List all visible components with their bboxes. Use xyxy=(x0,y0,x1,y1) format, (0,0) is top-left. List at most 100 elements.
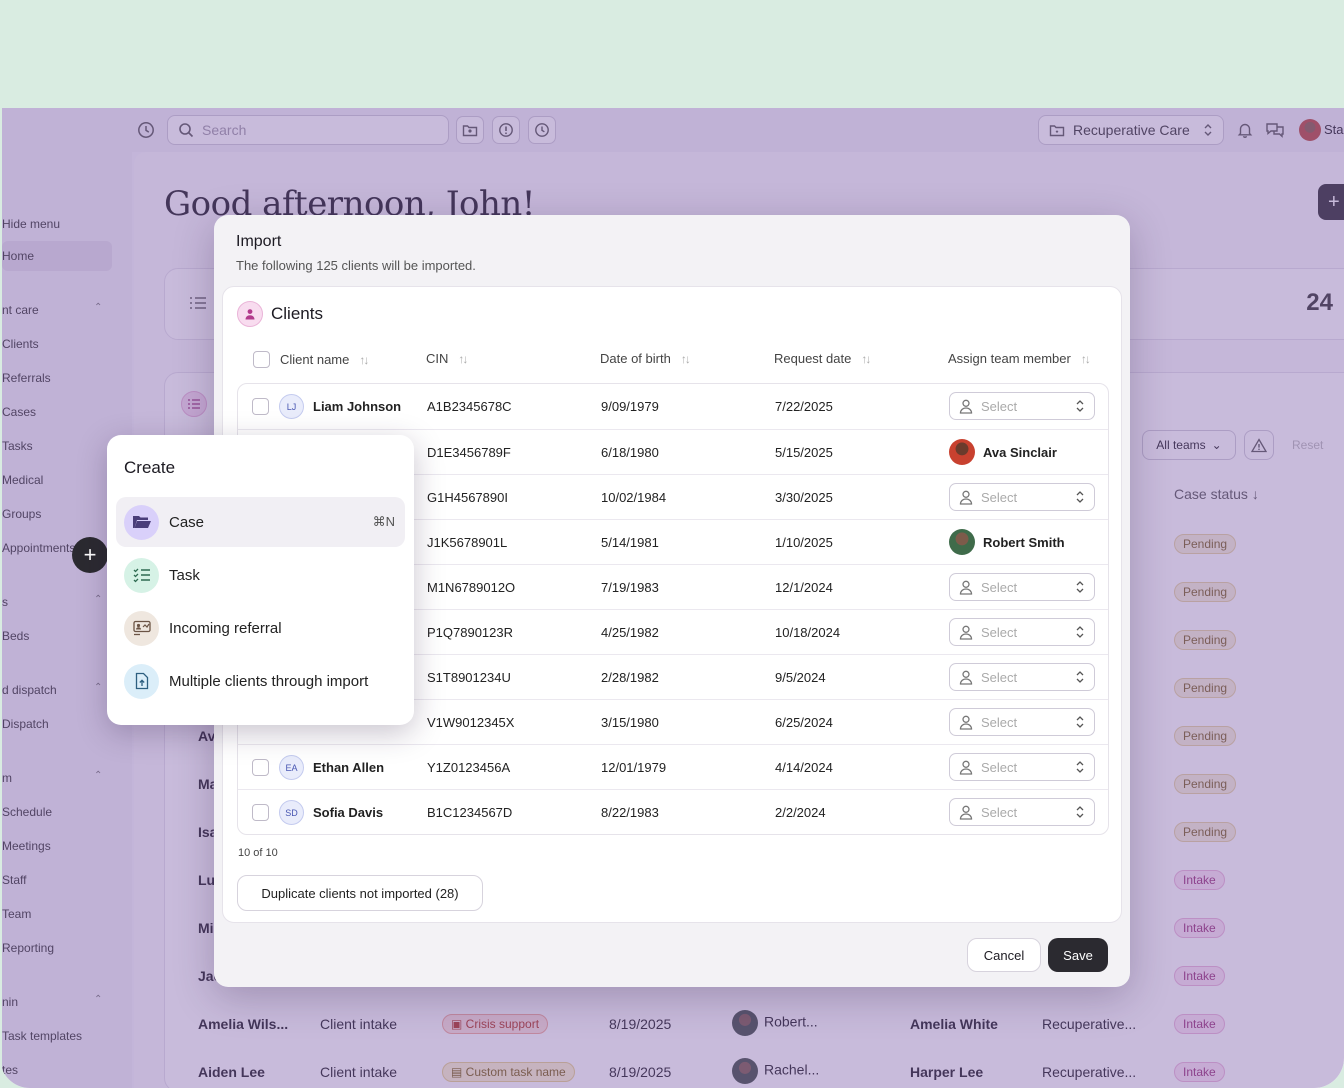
chat-icon[interactable] xyxy=(1263,118,1287,142)
case-status-header[interactable]: Case status ↓ xyxy=(1174,486,1259,502)
create-item-label: Incoming referral xyxy=(169,619,282,637)
hide-menu-link[interactable]: Hide menu xyxy=(2,217,61,231)
sidebar-section-admin[interactable]: nin xyxy=(2,995,19,1009)
select-placeholder: Select xyxy=(981,714,1018,730)
assign-select[interactable]: Select xyxy=(949,708,1095,736)
program-selector[interactable]: Recuperative Care xyxy=(1038,115,1224,145)
assign-select[interactable]: Select xyxy=(949,618,1095,646)
chevron-up-icon[interactable]: ⌃ xyxy=(94,682,103,693)
sidebar-item-meetings[interactable]: Meetings xyxy=(2,839,51,853)
updown-icon xyxy=(1076,716,1084,728)
chevron-up-icon[interactable]: ⌃ xyxy=(94,594,103,605)
assigned-member[interactable]: Robert Smith xyxy=(949,529,1065,555)
sidebar-item-cases[interactable]: Cases xyxy=(2,405,37,419)
sort-icon[interactable]: ↑↓ xyxy=(861,351,871,366)
client-name: Av xyxy=(198,728,216,744)
modal-title: Import xyxy=(236,233,282,250)
table-row: J1K5678901L 5/14/1981 1/10/2025 Robert S… xyxy=(238,519,1108,564)
updown-icon xyxy=(1076,400,1084,412)
create-task-item[interactable]: Task xyxy=(116,550,405,600)
case-client-name[interactable]: Amelia White xyxy=(910,1016,998,1032)
sidebar-item-staff[interactable]: Staff xyxy=(2,873,27,887)
sidebar-item-appointments[interactable]: Appointments xyxy=(2,541,76,555)
assign-select[interactable]: Select xyxy=(949,798,1095,826)
case-client-name[interactable]: Harper Lee xyxy=(910,1064,984,1080)
col-cin[interactable]: CIN ↑↓ xyxy=(426,351,468,366)
search-placeholder: Search xyxy=(202,122,247,138)
reset-link[interactable]: Reset xyxy=(1292,438,1324,452)
task-tag: ▣ Crisis support xyxy=(442,1014,549,1034)
create-case-item[interactable]: Case ⌘N xyxy=(116,497,405,547)
chevron-up-icon[interactable]: ⌃ xyxy=(94,770,103,781)
sidebar-item-schedule[interactable]: Schedule xyxy=(2,805,53,819)
col-client-name[interactable]: Client name ↑↓ xyxy=(253,351,369,368)
create-fab-button[interactable]: + xyxy=(72,537,108,573)
sidebar-item-tasks[interactable]: Tasks xyxy=(2,439,33,453)
create-referral-item[interactable]: Incoming referral xyxy=(116,603,405,653)
select-placeholder: Select xyxy=(981,804,1018,820)
sidebar-item-dispatch[interactable]: Dispatch xyxy=(2,717,49,731)
sidebar-item-referrals[interactable]: Referrals xyxy=(2,371,51,385)
sort-icon[interactable]: ↑↓ xyxy=(680,351,691,366)
user-avatar[interactable] xyxy=(1298,118,1322,142)
sidebar-item-notes[interactable]: tes xyxy=(2,1063,19,1077)
all-teams-filter[interactable]: All teams ⌄ xyxy=(1142,430,1236,460)
col-label: Client name xyxy=(280,352,350,367)
clock-button[interactable] xyxy=(528,116,556,144)
sort-icon[interactable]: ↑↓ xyxy=(359,352,369,367)
save-button[interactable]: Save xyxy=(1048,938,1108,972)
col-request-date[interactable]: Request date ↑↓ xyxy=(774,351,871,366)
row-checkbox[interactable] xyxy=(252,804,269,821)
assign-select[interactable]: Select xyxy=(949,392,1095,420)
client-name[interactable]: Aiden Lee xyxy=(198,1064,265,1080)
sidebar-section-m[interactable]: m xyxy=(2,771,12,785)
alert-button[interactable] xyxy=(492,116,520,144)
sort-icon[interactable]: ↑↓ xyxy=(458,351,468,366)
search-input[interactable]: Search xyxy=(167,115,449,145)
status-badge: Pending xyxy=(1174,822,1237,842)
assign-select[interactable]: Select xyxy=(949,483,1095,511)
chevron-up-icon[interactable]: ⌃ xyxy=(94,302,103,313)
assign-select[interactable]: Select xyxy=(949,663,1095,691)
request-date: 3/30/2025 xyxy=(775,490,833,505)
avatar: EA xyxy=(279,755,304,780)
sidebar-item-task-templates[interactable]: Task templates xyxy=(2,1029,83,1043)
cin: D1E3456789F xyxy=(427,445,511,460)
sidebar-item-team[interactable]: Team xyxy=(2,907,32,921)
sidebar-section-care[interactable]: nt care xyxy=(2,303,39,317)
cancel-button[interactable]: Cancel xyxy=(967,938,1041,972)
bell-icon[interactable] xyxy=(1233,118,1257,142)
sidebar-item-medical[interactable]: Medical xyxy=(2,473,44,487)
sidebar-item-beds[interactable]: Beds xyxy=(2,629,30,643)
row-checkbox[interactable] xyxy=(252,398,269,415)
sidebar-item-clients[interactable]: Clients xyxy=(2,337,39,351)
col-assign-member[interactable]: Assign team member ↑↓ xyxy=(948,351,1091,366)
duplicates-button[interactable]: Duplicate clients not imported (28) xyxy=(237,875,483,911)
table-row: P1Q7890123R 4/25/1982 10/18/2024 Select xyxy=(238,609,1108,654)
sidebar-item-groups[interactable]: Groups xyxy=(2,507,42,521)
create-import-item[interactable]: Multiple clients through import xyxy=(116,656,405,706)
select-all-checkbox[interactable] xyxy=(253,351,270,368)
assigned-member[interactable]: Ava Sinclair xyxy=(949,439,1057,465)
client-folder-button[interactable] xyxy=(456,116,484,144)
history-icon[interactable] xyxy=(134,118,158,142)
status-badge: Pending xyxy=(1174,582,1237,602)
sidebar-section-s[interactable]: s xyxy=(2,595,8,609)
case-status-label: Case status xyxy=(1174,486,1248,502)
sort-icon[interactable]: ↑↓ xyxy=(1080,351,1091,366)
cin: S1T8901234U xyxy=(427,670,511,685)
sidebar-item-reporting[interactable]: Reporting xyxy=(2,941,55,955)
row-checkbox[interactable] xyxy=(252,759,269,776)
request-date: 10/18/2024 xyxy=(775,625,841,640)
add-button[interactable]: + xyxy=(1318,184,1344,220)
warning-filter-button[interactable] xyxy=(1244,430,1274,460)
client-name[interactable]: Amelia Wils... xyxy=(198,1016,289,1032)
sidebar-section-dispatch[interactable]: d dispatch xyxy=(2,683,57,697)
col-dob[interactable]: Date of birth ↑↓ xyxy=(600,351,691,366)
dob: 12/01/1979 xyxy=(601,760,667,775)
sidebar-item-home[interactable]: Home xyxy=(2,241,112,271)
chevron-up-icon[interactable]: ⌃ xyxy=(94,994,103,1005)
assign-select[interactable]: Select xyxy=(949,753,1095,781)
assign-select[interactable]: Select xyxy=(949,573,1095,601)
